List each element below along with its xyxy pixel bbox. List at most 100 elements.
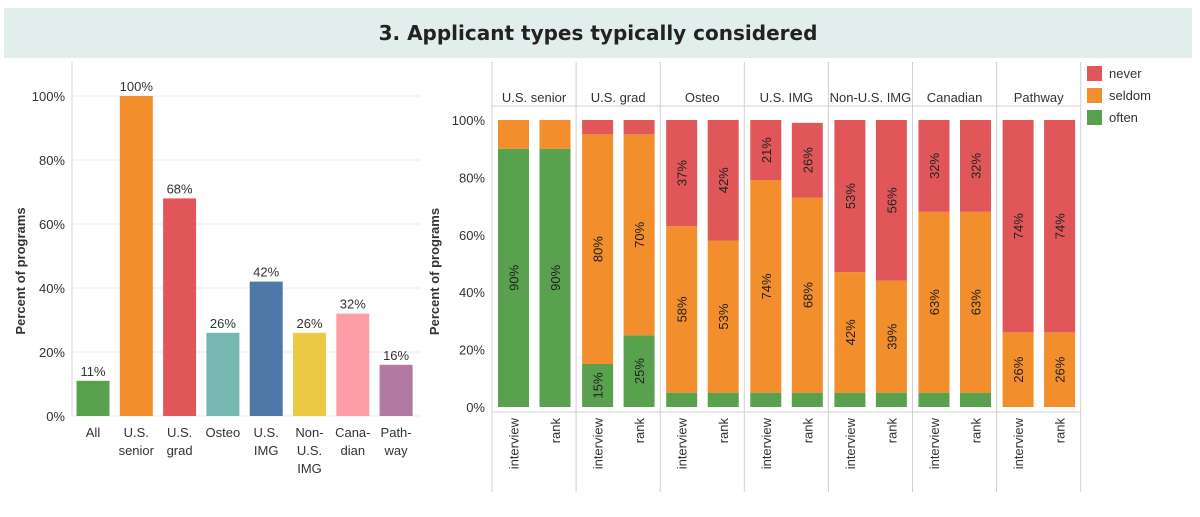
facet-label: Non-U.S. IMG (830, 90, 912, 105)
seldom-segment (834, 272, 866, 393)
x-category-label: rank (969, 418, 984, 444)
legend-label-often: often (1109, 110, 1138, 125)
seldom-segment (875, 280, 907, 393)
segment-label: 37% (675, 160, 690, 186)
y-tick-label: 80% (39, 153, 65, 168)
y-tick-label: 0% (466, 400, 485, 415)
x-category-label: grad (167, 443, 193, 458)
x-category-label: interview (675, 417, 690, 469)
y-tick-label: 0% (46, 409, 65, 424)
segment-label: 42% (843, 319, 858, 345)
segment-label: 58% (675, 296, 690, 322)
data-label: 26% (296, 316, 322, 331)
never-segment (623, 120, 655, 135)
never-segment (834, 120, 866, 273)
x-category-label: senior (119, 443, 155, 458)
segment-label: 53% (843, 183, 858, 209)
legend-swatch-never (1087, 66, 1102, 81)
stacked-bar-chart: 0% 20% 40% 60% 80% 100% Percent of programs U.S… (427, 62, 1151, 492)
often-segment (498, 148, 529, 407)
segment-label: 53% (716, 303, 731, 329)
legend-label-never: never (1109, 66, 1142, 81)
seldom-segment (918, 211, 950, 393)
segment-label: 32% (927, 152, 942, 178)
x-category-label: rank (1053, 418, 1068, 444)
x-category-label: interview (759, 417, 774, 469)
never-segment (875, 120, 907, 281)
seldom-segment (539, 120, 571, 149)
often-segment (750, 392, 782, 407)
data-label: 32% (340, 297, 366, 312)
segment-label: 63% (969, 289, 984, 315)
seldom-segment (582, 134, 614, 364)
often-segment (834, 392, 866, 407)
facet-label: U.S. grad (591, 90, 646, 105)
stacked-bar-chart-panel: 0% 20% 40% 60% 80% 100% Percent of programs U.S… (425, 62, 1200, 502)
x-category-label: All (86, 425, 101, 440)
facet-label: Pathway (1014, 90, 1064, 105)
never-segment (750, 120, 782, 181)
often-segment (623, 335, 655, 407)
facet-label: U.S. IMG (760, 90, 813, 105)
often-segment (582, 363, 614, 407)
x-category-label: rank (800, 418, 815, 444)
segment-label: 26% (1053, 356, 1068, 382)
seldom-segment (707, 240, 739, 393)
segment-label: 21% (759, 137, 774, 163)
data-label: 68% (167, 181, 193, 196)
bar (379, 364, 413, 416)
often-segment (791, 392, 823, 407)
never-segment (1002, 120, 1034, 333)
seldom-segment (1044, 332, 1076, 407)
x-category-label: Non- (295, 425, 323, 440)
y-tick-label: 80% (459, 170, 485, 185)
segment-label: 15% (591, 372, 606, 398)
x-category-label: IMG (297, 461, 322, 476)
x-category-label: dian (341, 443, 366, 458)
segment-label: 90% (507, 264, 522, 290)
x-category-label: interview (507, 417, 522, 469)
bar (119, 96, 153, 416)
overall-bar-chart-panel: 0% 20% 40% 60% 80% 100% Percent of programs 11%… (0, 62, 430, 502)
segment-label: 26% (1011, 356, 1026, 382)
x-category-label: U.S. (254, 425, 279, 440)
x-category-label: interview (1011, 417, 1026, 469)
facet-label: Osteo (685, 90, 720, 105)
seldom-segment (960, 211, 991, 393)
seldom-segment (750, 180, 782, 393)
never-segment (582, 120, 614, 135)
never-segment (666, 120, 698, 227)
y-tick-label: 100% (452, 113, 486, 128)
bar (249, 281, 283, 416)
often-segment (666, 392, 698, 407)
segment-label: 70% (632, 221, 647, 247)
x-category-label: U.S. (124, 425, 149, 440)
never-segment (707, 120, 739, 241)
bar (206, 332, 240, 416)
x-category-label: Cana- (335, 425, 370, 440)
x-category-label: interview (927, 417, 942, 469)
x-category-label: Osteo (206, 425, 241, 440)
never-segment (918, 120, 950, 212)
segment-label: 26% (800, 147, 815, 173)
y-tick-label: 20% (459, 343, 485, 358)
data-label: 26% (210, 316, 236, 331)
y-tick-label: 20% (39, 345, 65, 360)
seldom-segment (1002, 332, 1034, 407)
x-category-label: rank (632, 418, 647, 444)
overall-bar-chart: 0% 20% 40% 60% 80% 100% Percent of programs 11%… (13, 62, 420, 476)
segment-label: 39% (884, 323, 899, 349)
segment-label: 56% (884, 187, 899, 213)
x-category-label: rank (716, 418, 731, 444)
y-tick-label: 40% (459, 285, 485, 300)
y-tick-label: 40% (39, 281, 65, 296)
data-label: 16% (383, 348, 409, 363)
bar (76, 380, 110, 416)
seldom-segment (666, 226, 698, 393)
x-category-label: U.S. (297, 443, 322, 458)
often-segment (539, 148, 571, 407)
often-segment (875, 392, 907, 407)
bar (163, 198, 197, 416)
facet-label: Canadian (927, 90, 983, 105)
seldom-segment (498, 120, 529, 149)
